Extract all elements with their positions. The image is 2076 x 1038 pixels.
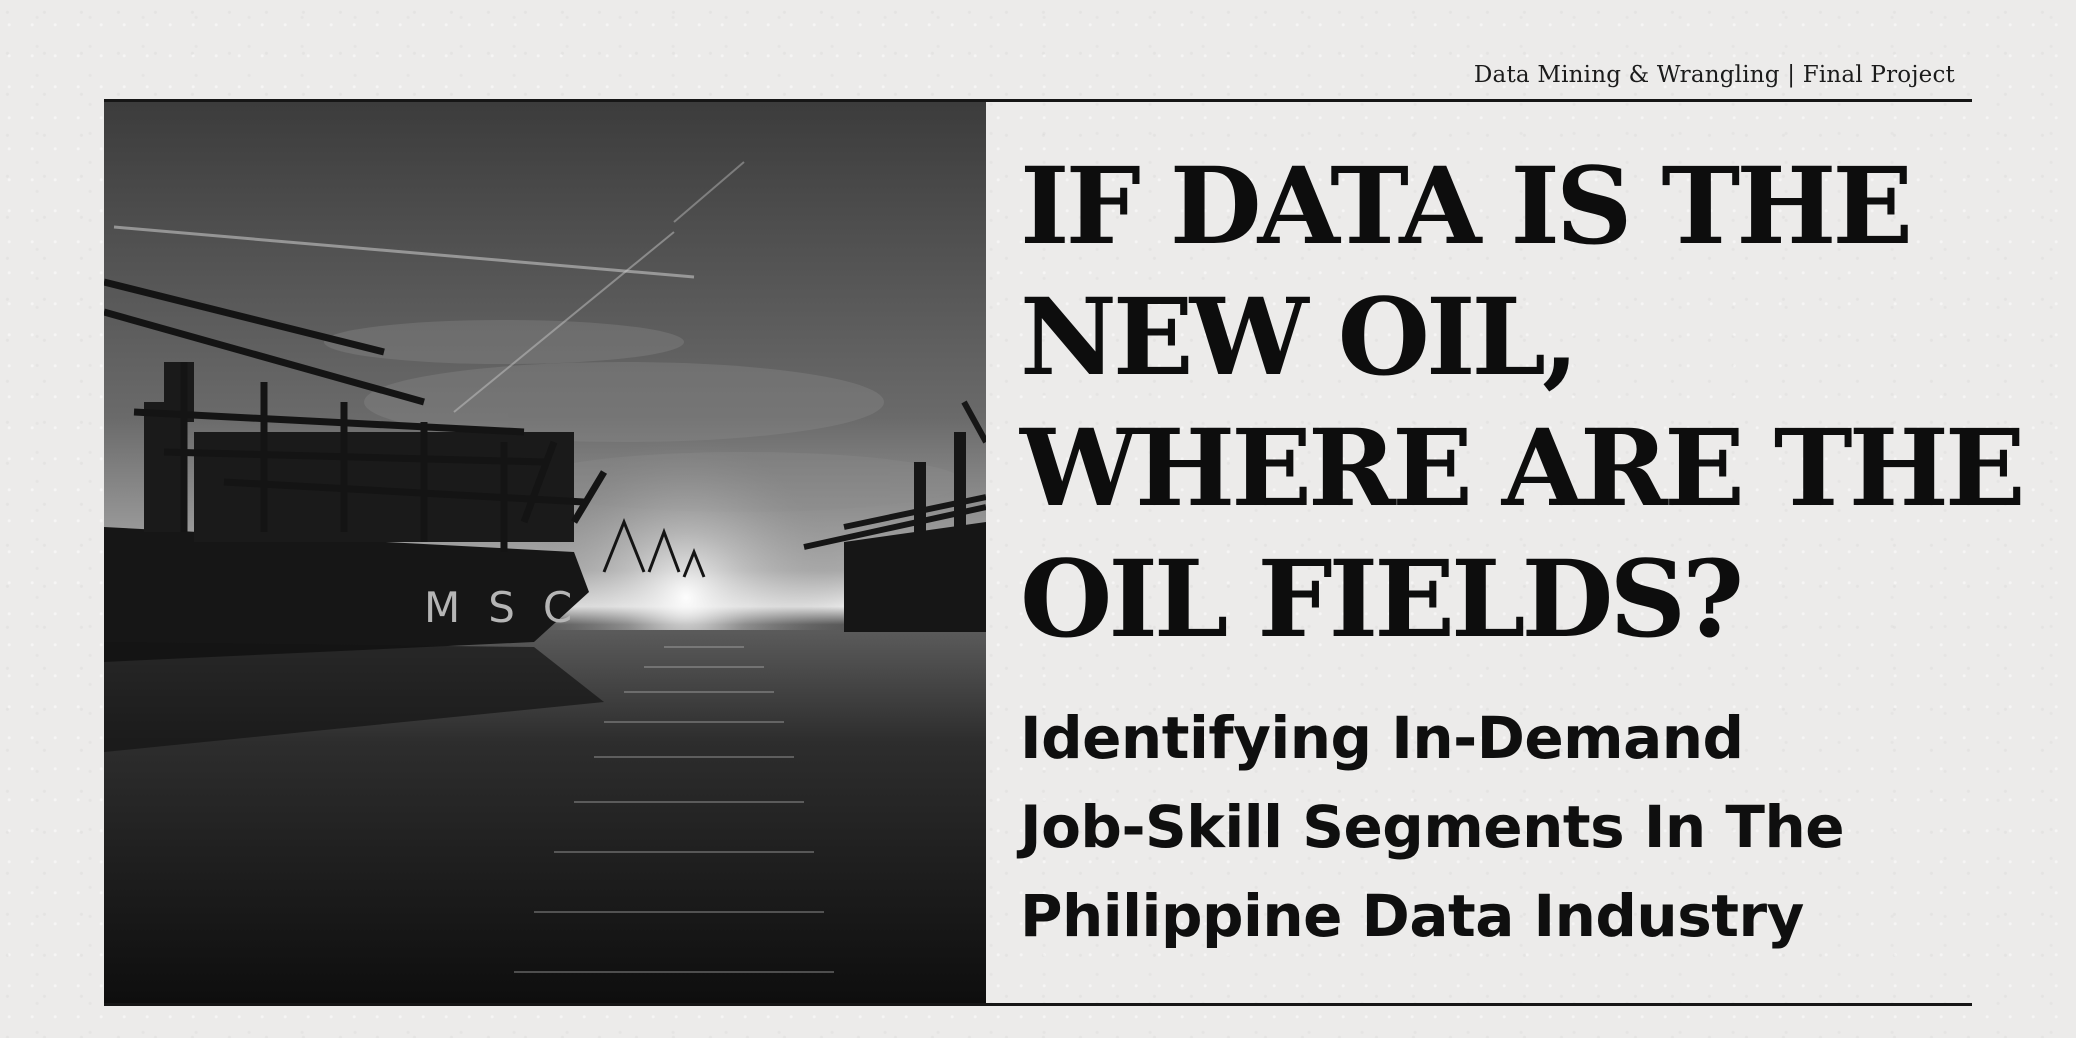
title-line-2: NEW OIL,: [1020, 274, 1579, 399]
title-line-4: OIL FIELDS?: [1020, 536, 1744, 661]
harbor-photo: MSC: [104, 102, 986, 1003]
subtitle-line-3: Philippine Data Industry: [1020, 882, 1804, 950]
bottom-divider: [104, 1003, 1972, 1006]
main-title: IF DATA IS THE NEW OIL, WHERE ARE THE OI…: [1020, 140, 2026, 664]
subtitle-line-1: Identifying In-Demand: [1020, 704, 1744, 772]
course-note: Data Mining & Wrangling | Final Project: [1473, 62, 1955, 88]
subtitle-line-2: Job-Skill Segments In The: [1020, 793, 1845, 861]
ship-lettering: MSC: [424, 583, 600, 632]
title-line-1: IF DATA IS THE: [1020, 143, 1913, 268]
top-divider: [104, 99, 1972, 102]
title-line-3: WHERE ARE THE: [1020, 405, 2026, 530]
subtitle: Identifying In-Demand Job-Skill Segments…: [1020, 694, 1970, 961]
